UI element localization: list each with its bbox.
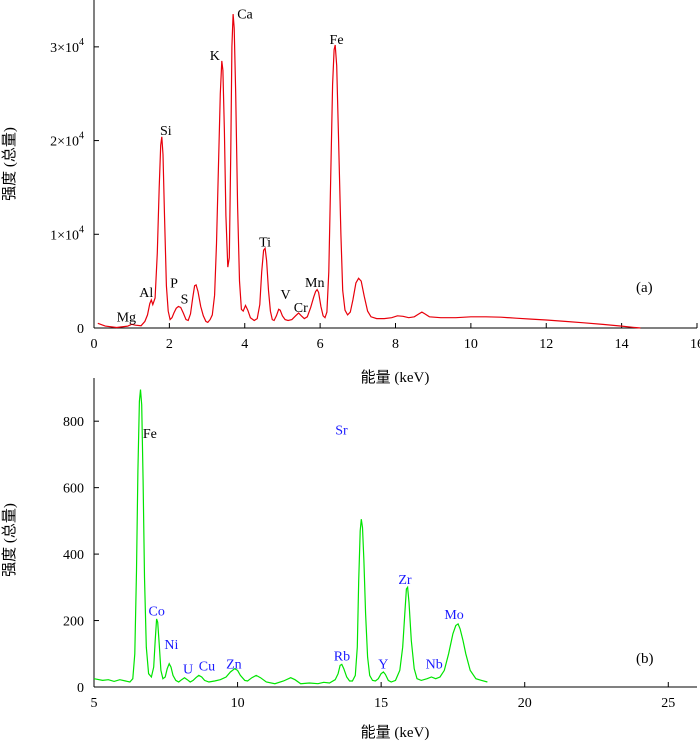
- panel-b-peak-label-ni: Ni: [164, 638, 178, 653]
- panel-a-y-tick-label: 1×104: [50, 224, 84, 243]
- panel-b-peak-label-zr: Zr: [398, 573, 412, 588]
- panel-a-peak-label-ca: Ca: [237, 8, 253, 23]
- panel-a-peak-label-ti: Ti: [259, 235, 271, 250]
- panel-a-peak-label-k: K: [210, 49, 220, 64]
- panel-a-x-tick-label: 2: [166, 337, 173, 352]
- panel-a-peak-label-cr: Cr: [294, 301, 308, 316]
- panel-a-peak-label-s: S: [181, 293, 189, 308]
- panel-b-x-tick-label: 25: [661, 696, 675, 711]
- panel-b-peak-label-mo: Mo: [444, 608, 463, 623]
- panel-b-peak-label-rb: Rb: [334, 649, 350, 664]
- panel-b-peak-label-u: U: [183, 663, 193, 678]
- panel-b-peak-label-cu: Cu: [199, 659, 215, 674]
- panel-a-x-axis-label: 能量 (keV): [361, 369, 430, 386]
- panel-a-y-tick-label: 2×104: [50, 131, 84, 150]
- panel-a-peak-label-mn: Mn: [305, 276, 324, 291]
- panel-a-peak-label-mg: Mg: [117, 310, 136, 325]
- panel-b-y-tick-label: 200: [63, 615, 84, 630]
- panel-b-panel-label: (b): [636, 651, 654, 667]
- panel-a-peak-label-p: P: [170, 277, 178, 292]
- panel-a-x-tick-label: 14: [615, 337, 629, 352]
- panel-b-peak-label-y: Y: [378, 658, 388, 673]
- panel-a-x-tick-label: 6: [317, 337, 324, 352]
- panel-b-x-axis-label: 能量 (keV): [361, 724, 430, 741]
- panel-b-y-tick-label: 0: [77, 681, 84, 696]
- panel-a-y-tick-label: 0: [77, 322, 84, 337]
- panel-a-x-tick-label: 16: [690, 337, 700, 352]
- panel-a-x-tick-label: 8: [392, 337, 399, 352]
- panel-b-spectrum: 5 10 15 20 25 0 200 400 600 800 Fe Sr Co Ni U Cu Zn Rb Y…: [1, 378, 697, 741]
- panel-a-y-axis-label: 强度 (总量): [1, 127, 18, 201]
- panel-b-peak-label-fe: Fe: [143, 427, 157, 442]
- panel-a-peak-label-si: Si: [160, 124, 172, 139]
- panel-b-x-tick-label: 10: [231, 696, 245, 711]
- panel-a-x-tick-label: 4: [241, 337, 248, 352]
- panel-b-peak-label-nb: Nb: [426, 658, 443, 673]
- panel-b-peak-label-sr: Sr: [335, 423, 348, 438]
- panel-a-x-tick-label: 10: [464, 337, 478, 352]
- panel-a-y-tick-label: 3×104: [50, 37, 84, 56]
- panel-a-peak-label-v: V: [281, 288, 291, 303]
- panel-b-x-tick-label: 5: [91, 696, 98, 711]
- panel-b-peak-label-co: Co: [149, 605, 165, 620]
- panel-b-y-tick-label: 800: [63, 415, 84, 430]
- panel-b-x-tick-label: 15: [374, 696, 388, 711]
- panel-a-peak-label-fe: Fe: [330, 33, 344, 48]
- panel-b-peak-label-zn: Zn: [226, 658, 242, 673]
- panel-a-x-tick-label: 12: [539, 337, 553, 352]
- panel-a-series-line: [97, 14, 641, 329]
- panel-b-y-tick-label: 400: [63, 548, 84, 563]
- panel-b-y-axis-label: 强度 (总量): [1, 503, 18, 577]
- panel-a-peak-label-al: Al: [139, 286, 153, 301]
- panel-a-x-tick-label: 0: [91, 337, 98, 352]
- panel-a-panel-label: (a): [636, 280, 653, 296]
- panel-b-series-line: [93, 389, 488, 685]
- panel-b-x-tick-label: 20: [518, 696, 532, 711]
- panel-b-y-tick-label: 600: [63, 482, 84, 497]
